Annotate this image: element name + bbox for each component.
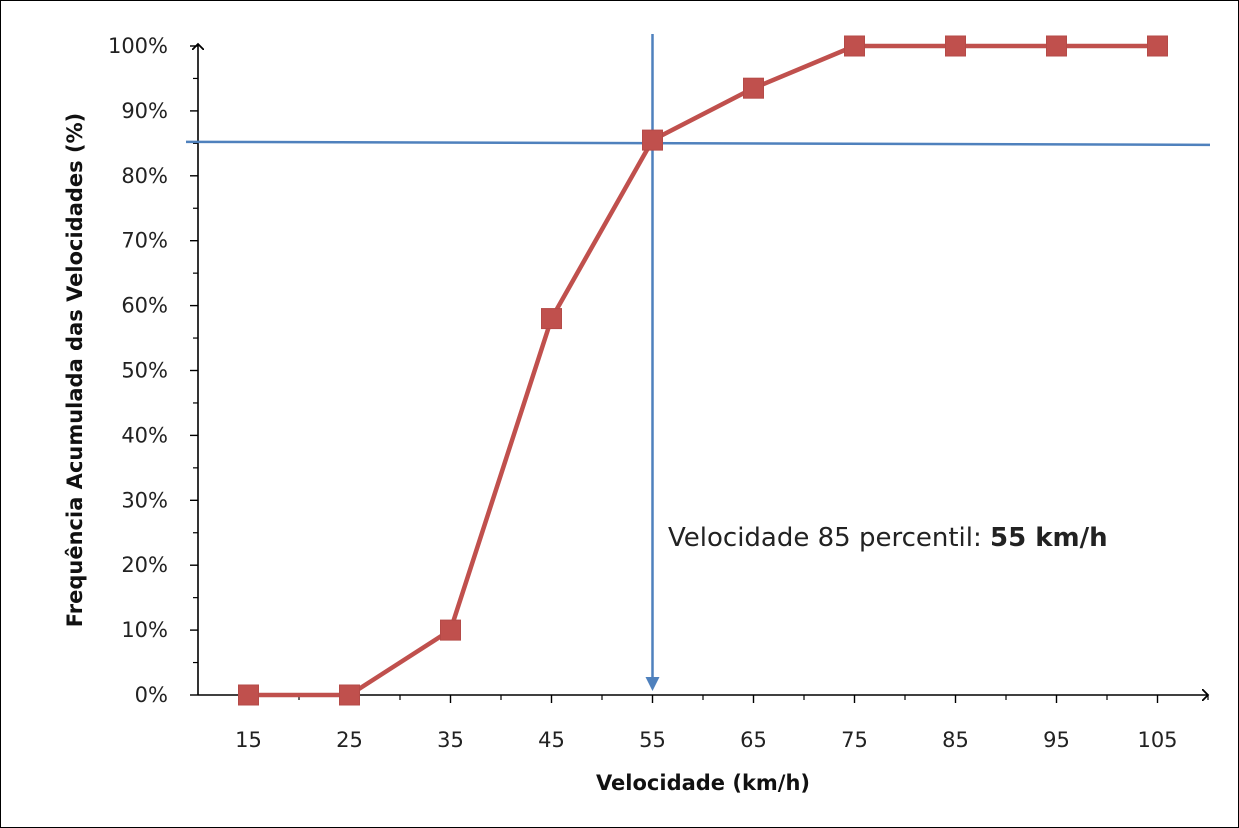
x-tick-label: 65 [740, 728, 767, 752]
x-axis-title: Velocidade (km/h) [596, 771, 810, 795]
series-point-marker [541, 308, 562, 330]
x-tick-label: 45 [538, 728, 565, 752]
series-layer [238, 35, 1168, 706]
x-tick-label: 55 [639, 728, 666, 752]
y-tick-label: 90% [121, 99, 168, 123]
x-tick-label: 35 [437, 728, 464, 752]
series-point-marker [440, 619, 461, 641]
x-tick-label: 105 [1137, 728, 1177, 752]
x-tick-label: 15 [235, 728, 262, 752]
series-point-marker [1046, 35, 1067, 57]
series-point-marker [1147, 35, 1168, 57]
percentile-annotation: Velocidade 85 percentil: 55 km/h [668, 523, 1108, 553]
series-point-marker [844, 35, 865, 57]
x-tick-label: 75 [841, 728, 868, 752]
y-tick-label: 50% [121, 359, 168, 383]
y-tick-label: 70% [121, 229, 168, 253]
series-point-marker [945, 35, 966, 57]
x-tick-label: 95 [1043, 728, 1070, 752]
series-point-marker [339, 684, 360, 706]
y-tick-label: 30% [121, 488, 168, 512]
y-tick-label: 60% [121, 294, 168, 318]
reference-lines [185, 34, 1211, 691]
x-tick-label: 85 [942, 728, 969, 752]
tick-labels: 0% 10% 20% 30% 40% 50% 60% 70% 80% 90% 100% 15 25 35 4… [108, 34, 1178, 752]
percentile-85-horizontal-line [185, 140, 1211, 147]
y-tick-label: 80% [121, 164, 168, 188]
percentile-annotation-value: 55 km/h [990, 523, 1108, 553]
x-tick-label: 25 [336, 728, 363, 752]
series-point-marker [238, 684, 259, 706]
series-line [248, 43, 1158, 698]
y-tick-label: 10% [121, 618, 168, 642]
y-tick-label: 40% [121, 423, 168, 447]
percentile-annotation-text: Velocidade 85 percentil: [668, 523, 990, 553]
y-tick-label: 100% [108, 34, 168, 58]
series-point-marker [743, 77, 764, 99]
series-point-marker [642, 129, 663, 151]
percentile-85-arrowhead [645, 677, 660, 691]
y-tick-label: 0% [135, 683, 168, 707]
y-axis-title: Frequência Acumulada das Velocidades (%) [63, 113, 87, 627]
y-tick-label: 20% [121, 553, 168, 577]
